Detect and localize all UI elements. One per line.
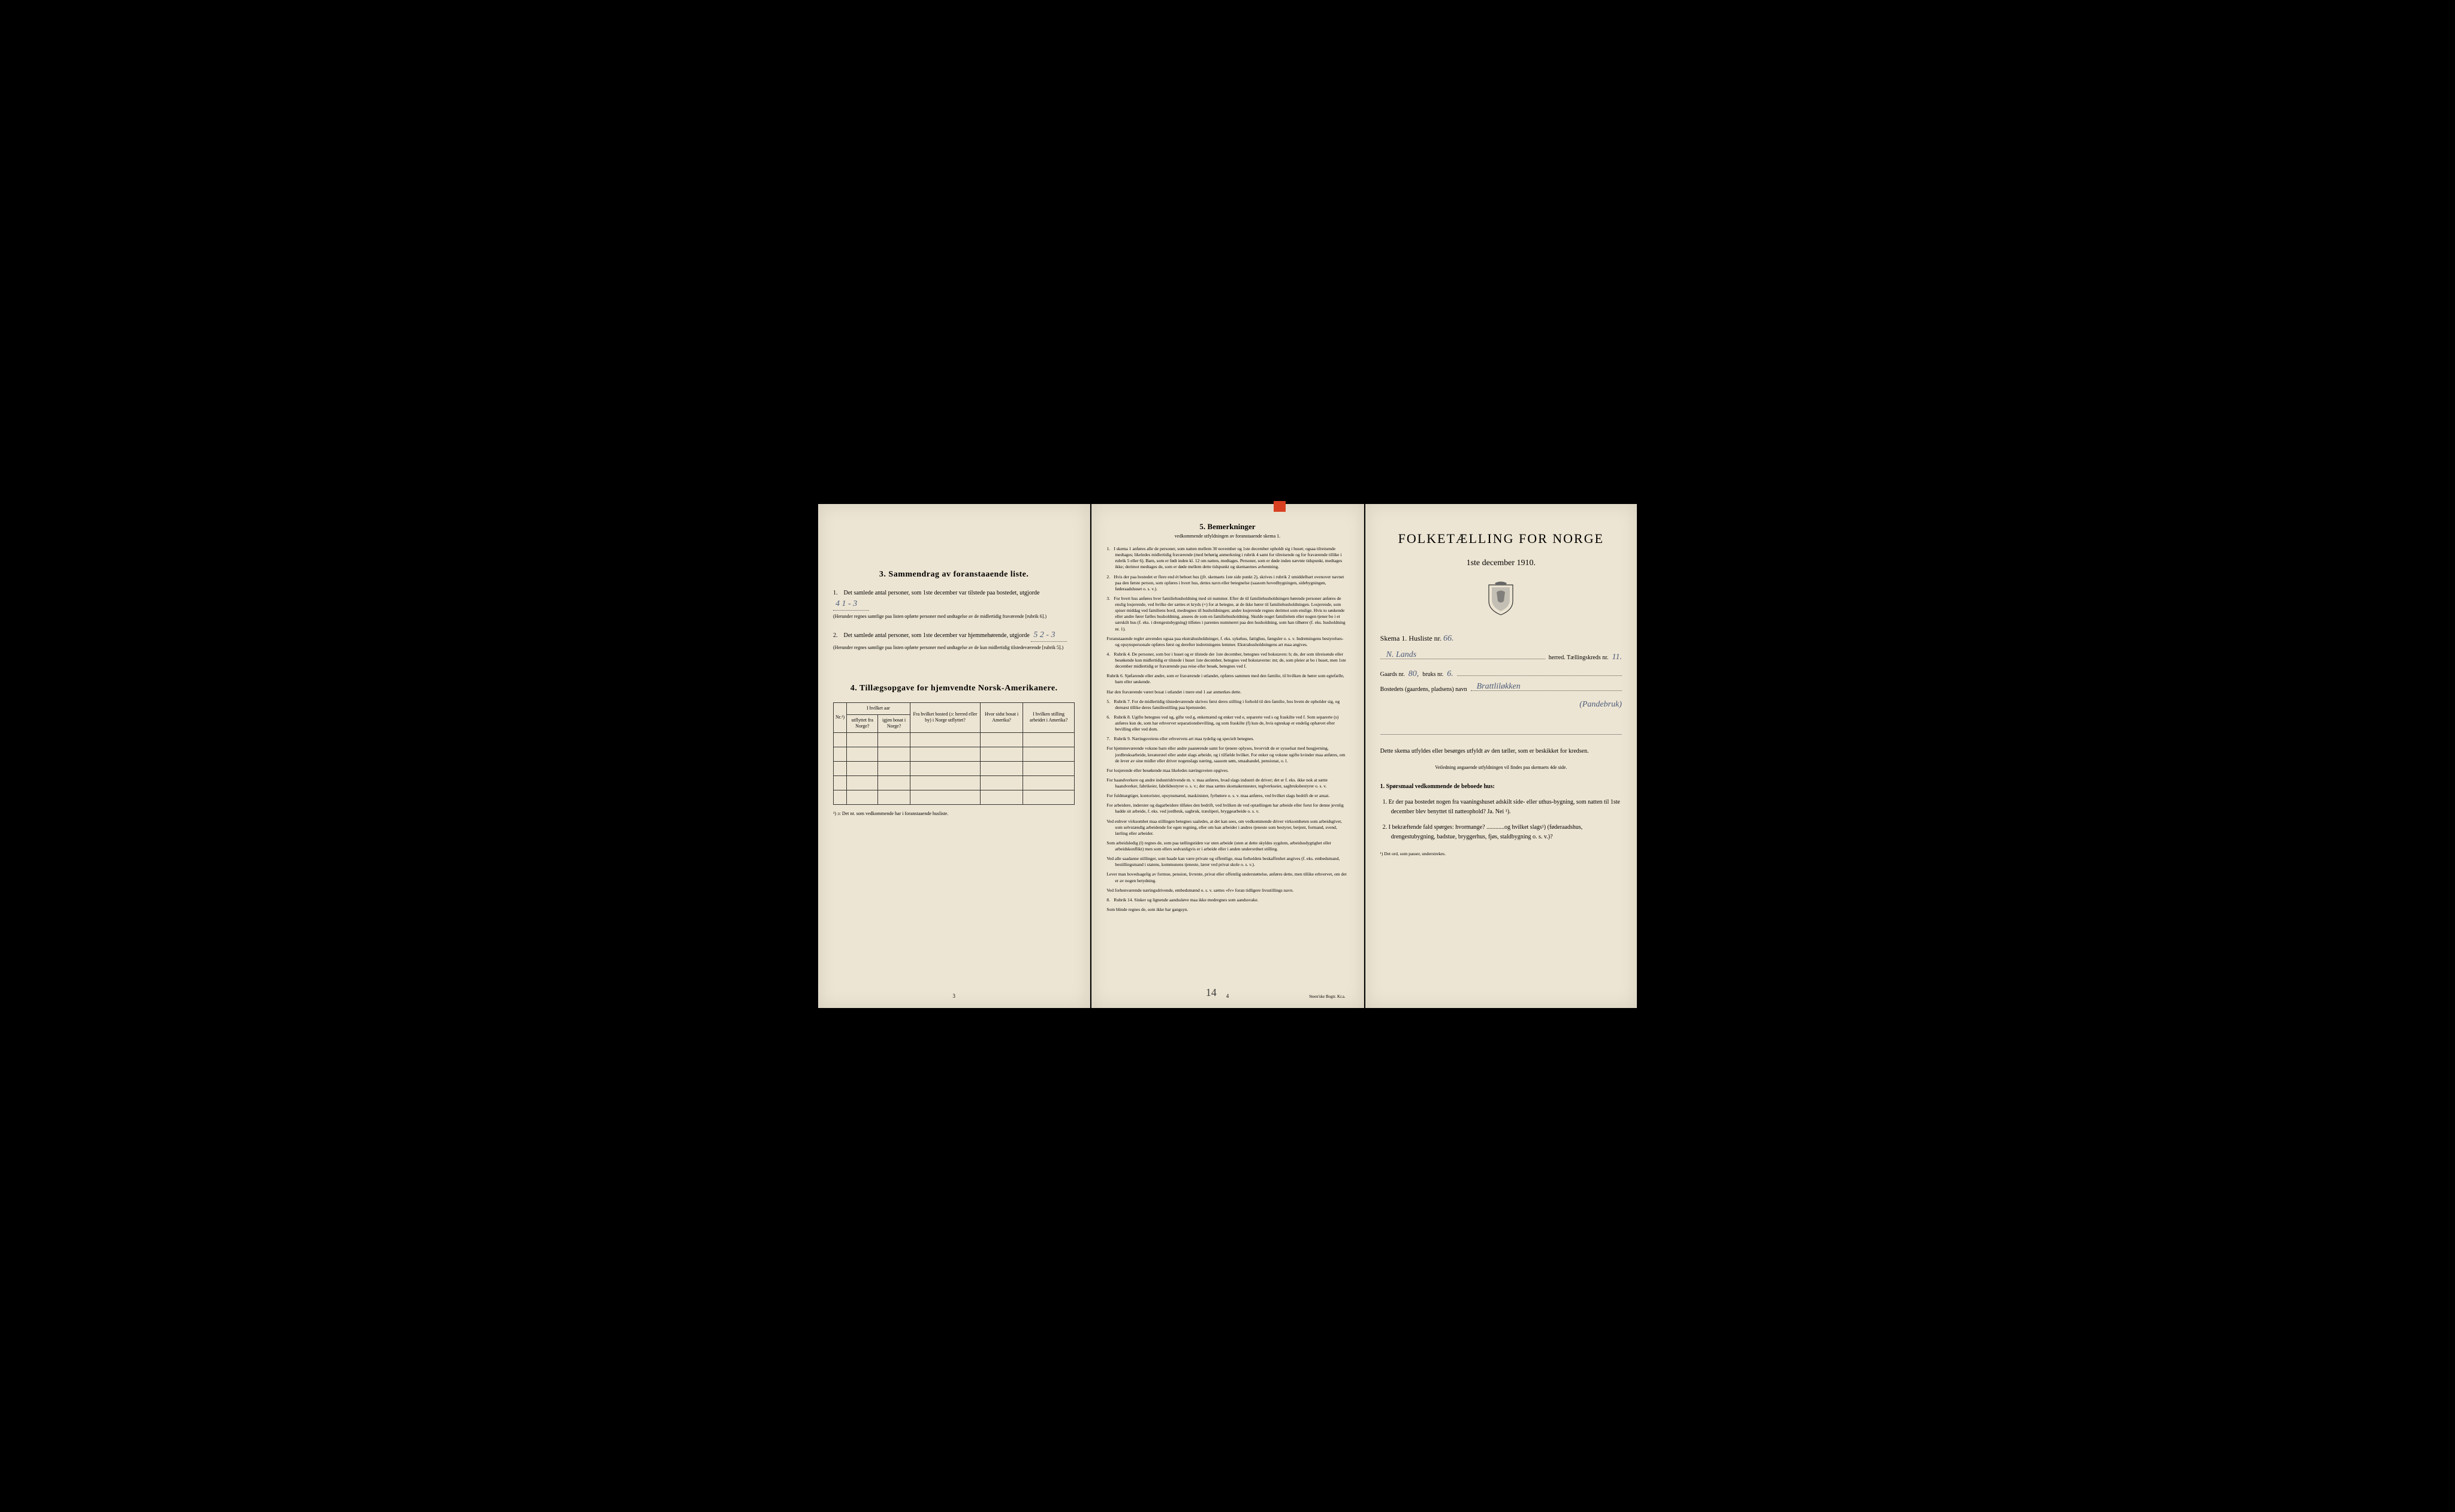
bosted-label: Bostedets (gaardens, pladsens) navn: [1380, 686, 1467, 693]
remark-extra: Som blinde regnes de, som ikke har gangs…: [1106, 907, 1348, 913]
remark-item: 1.I skema 1 anføres alle de personer, so…: [1106, 546, 1348, 571]
item2-value: 5 2 - 3: [1031, 629, 1067, 642]
remark-item: 8.Rubrik 14. Sinker og lignende aandsslø…: [1106, 897, 1348, 903]
th-returned: igjen bosat i Norge?: [878, 714, 910, 732]
q2-text: I bekræftende fald spørges: hvormange? .…: [1389, 824, 1583, 840]
red-marker: [1274, 501, 1286, 512]
census-document: 3. Sammendrag av foranstaaende liste. 1.…: [818, 504, 1637, 1008]
item1-value: 4 1 - 3: [833, 597, 869, 611]
panel-title-page: FOLKETÆLLING FOR NORGE 1ste december 191…: [1365, 504, 1637, 1008]
summary-item-2: 2. Det samlede antal personer, som 1ste …: [833, 629, 1075, 651]
printer-credit: Steen'ske Bogtr. Kr.a.: [1309, 994, 1346, 999]
gaards-label: Gaards nr.: [1380, 671, 1405, 678]
table-row: [834, 775, 1075, 790]
herred-line: N. Lands herred. Tællingskreds nr. 11.: [1380, 653, 1622, 662]
item1-note: (Herunder regnes samtlige paa listen opf…: [833, 613, 1075, 620]
remark-para: Som arbeidsledig (l) regnes de, som paa …: [1106, 840, 1348, 852]
schema-line: Skema 1. Husliste nr. 66.: [1380, 634, 1622, 644]
census-date: 1ste december 1910.: [1380, 559, 1622, 568]
remark-para: For losjerende eller besøkende maa likel…: [1106, 768, 1348, 774]
table-row: [834, 747, 1075, 761]
remark-extra: Har den fraværende været bosat i utlande…: [1106, 689, 1348, 695]
th-from: Fra hvilket bosted (ɔ: herred eller by) …: [910, 703, 981, 732]
remarks-list: 1.I skema 1 anføres alle de personer, so…: [1106, 546, 1348, 913]
main-title: FOLKETÆLLING FOR NORGE: [1380, 531, 1622, 547]
husliste-nr: 66.: [1443, 634, 1454, 643]
handwritten-page-number: 14: [1206, 986, 1217, 999]
remark-para: For haandverkere og andre industridriven…: [1106, 777, 1348, 789]
item1-text: Det samlede antal personer, som 1ste dec…: [844, 590, 1040, 596]
remarks-title: 5. Bemerkninger: [1106, 522, 1348, 532]
page-number-3: 3: [952, 993, 955, 999]
section-4-title: 4. Tillægsopgave for hjemvendte Norsk-Am…: [833, 684, 1075, 693]
questions-section: 1. Spørsmaal vedkommende de beboede hus:…: [1380, 782, 1622, 842]
remark-item: 7.Rubrik 9. Næringsveiens eller erhverve…: [1106, 736, 1348, 742]
remarks-subtitle: vedkommende utfyldningen av foranstaaend…: [1106, 533, 1348, 539]
th-where: Hvor sidst bosat i Amerika?: [981, 703, 1023, 732]
amerikanere-table: Nr.¹) I hvilket aar Fra hvilket bosted (…: [833, 702, 1075, 804]
remark-extra: Foranstaaende regler anvendes ogsaa paa …: [1106, 636, 1348, 648]
footnote: ¹) Det ord, som passer, understrekes.: [1380, 851, 1622, 856]
remark-item: 3.For hvert hus anføres hver familiehush…: [1106, 596, 1348, 632]
remark-item: 4.Rubrik 4. De personer, som bor i huset…: [1106, 651, 1348, 669]
bruks-nr: 6.: [1447, 669, 1453, 679]
section-3-title: 3. Sammendrag av foranstaaende liste.: [833, 570, 1075, 580]
bruks-label: bruks nr.: [1422, 671, 1443, 678]
coat-of-arms-icon: [1380, 580, 1622, 619]
gaards-line: Gaards nr. 80, bruks nr. 6.: [1380, 669, 1622, 679]
schema-label: Skema 1. Husliste nr.: [1380, 634, 1441, 642]
th-nr: Nr.¹): [834, 703, 847, 732]
remark-para: Ved enhver virksomhet maa stillingen bet…: [1106, 819, 1348, 837]
herred-label: herred. Tællingskreds nr.: [1549, 654, 1609, 661]
question-2: 2. I bekræftende fald spørges: hvormange…: [1391, 823, 1622, 842]
instruction-text: Dette skema utfyldes eller besørges utfy…: [1380, 747, 1622, 756]
summary-item-1: 1. Det samlede antal personer, som 1ste …: [833, 588, 1075, 620]
q1-text: Er der paa bostedet nogen fra vaaningshu…: [1389, 799, 1620, 815]
panel-section-3-4: 3. Sammendrag av foranstaaende liste. 1.…: [818, 504, 1090, 1008]
guidance-note: Veiledning angaaende utfyldningen vil fi…: [1380, 765, 1622, 770]
panel-remarks: 5. Bemerkninger vedkommende utfyldningen…: [1091, 504, 1364, 1008]
q-header: 1. Spørsmaal vedkommende de beboede hus:: [1380, 782, 1622, 792]
item2-text: Det samlede antal personer, som 1ste dec…: [844, 632, 1030, 639]
bosted-value-2: (Pandebruk): [1579, 700, 1622, 710]
bosted-line-2: (Pandebruk): [1380, 700, 1622, 710]
remark-item: 2.Hvis der paa bostedet er flere end ét …: [1106, 574, 1348, 592]
th-position: I hvilken stilling arbeidet i Amerika?: [1023, 703, 1074, 732]
item2-note: (Herunder regnes samtlige paa listen opf…: [833, 644, 1075, 651]
remark-para: For arbeidere, inderster og dagarbeidere…: [1106, 802, 1348, 814]
table-footnote: ¹) ɔ: Det nr. som vedkommende har i fora…: [833, 811, 1075, 816]
remark-para: For hjemmeværende voksne barn eller andr…: [1106, 746, 1348, 763]
th-emigrated: utflyttet fra Norge?: [847, 714, 878, 732]
herred-value: N. Lands: [1386, 650, 1417, 660]
remark-para: For fuldmægtiger, kontorister, opsynsmæn…: [1106, 793, 1348, 799]
bosted-value: Brattliløkken: [1477, 682, 1521, 692]
kreds-nr: 11.: [1612, 653, 1622, 662]
remark-extra: Rubrik 6. Sjøfarende eller andre, som er…: [1106, 673, 1348, 685]
th-year: I hvilket aar: [847, 703, 910, 714]
table-row: [834, 790, 1075, 804]
remark-para: Ved alle saadanne stillinger, som baade …: [1106, 856, 1348, 868]
bosted-line: Bostedets (gaardens, pladsens) navn Brat…: [1380, 686, 1622, 693]
gaards-nr: 80,: [1409, 669, 1419, 679]
page-number-4: 4: [1226, 993, 1229, 999]
remark-para: Lever man hovedsagelig av formue, pensio…: [1106, 871, 1348, 883]
table-row: [834, 732, 1075, 747]
remark-para: Ved forhenværende næringsdrivende, embed…: [1106, 888, 1348, 894]
table-row: [834, 761, 1075, 775]
question-1: 1. Er der paa bostedet nogen fra vaaning…: [1391, 798, 1622, 817]
remark-item: 5.Rubrik 7. For de midlertidig tilstedev…: [1106, 699, 1348, 711]
remark-item: 6.Rubrik 8. Ugifte betegnes ved ug, gift…: [1106, 714, 1348, 732]
